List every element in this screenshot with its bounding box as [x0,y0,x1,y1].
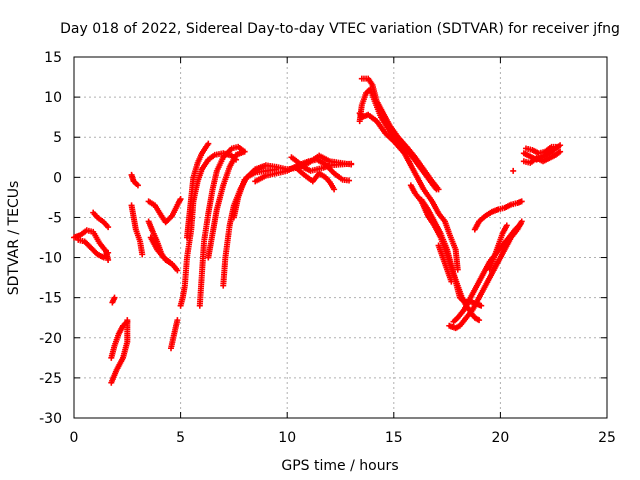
track-27-point [448,278,455,285]
y-tick-label: -15 [39,291,62,307]
track-11-point [166,259,173,266]
y-tick-label: -20 [39,331,62,347]
track-35-point [554,143,561,150]
y-tick-label: 0 [53,170,62,186]
x-tick-label: 20 [491,430,509,446]
track-10-point [174,267,181,274]
track-6-point [124,318,131,325]
y-axis-title: SDTVAR / TECUs [6,181,22,296]
x-tick-label: 0 [70,430,79,446]
y-tick-label: 10 [44,90,62,106]
y-tick-label: -30 [39,411,62,427]
track-34-point [557,148,564,155]
y-tick-label: -5 [48,210,62,226]
track-12-point [174,317,181,324]
track-9-point [177,195,184,202]
axis-ticks: 0 5 10 15 20 25 -30 -25 -20 -15 -10 -5 0 5 10 15 [39,50,616,446]
track-31-point [503,222,510,229]
track-8-point [134,182,141,189]
track-29-point [517,220,524,227]
track-25-point [476,317,483,324]
track-7-point [139,251,146,258]
y-tick-label: 15 [44,50,62,66]
x-tick-label: 15 [385,430,403,446]
x-tick-label: 10 [278,430,296,446]
track-21-point [331,186,338,193]
track-32-point [510,167,517,174]
track-14-point [205,140,212,147]
track-3-point [105,224,112,231]
track-16-point [241,148,248,155]
data-points [71,75,564,386]
track-2-point [105,249,112,256]
track-23-point [433,186,440,193]
track-24-point [454,266,461,273]
y-tick-label: -10 [39,251,62,267]
track-19-point [346,177,353,184]
chart-title: Day 018 of 2022, Sidereal Day-to-day VTE… [60,21,620,37]
y-tick-label: 5 [53,130,62,146]
x-tick-label: 5 [176,430,185,446]
x-axis-title: GPS time / hours [281,458,398,474]
y-tick-label: -25 [39,371,62,387]
track-20-point [348,160,355,167]
x-tick-label: 25 [598,430,616,446]
track-4-point [111,294,118,301]
track-1-point [105,256,112,263]
track-26-point [478,302,485,309]
track-30-point [518,198,525,205]
